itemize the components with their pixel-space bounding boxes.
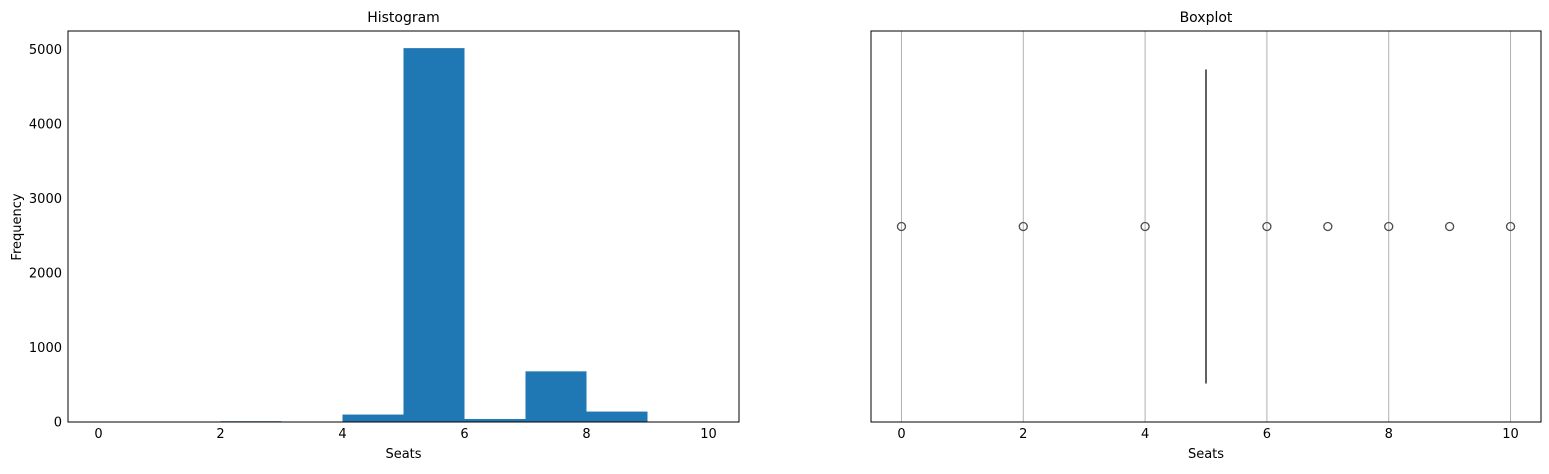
histogram-x-tick-label: 6	[460, 427, 468, 442]
histogram-x-ticks: 0 2 4 6 8 10	[94, 427, 716, 442]
boxplot-x-tick-label: 4	[1141, 427, 1149, 442]
histogram-x-tick-label: 2	[216, 427, 224, 442]
histogram-y-tick-label: 2000	[29, 267, 62, 282]
boxplot-panel: Boxplot 0 2 4 6 8 10 Seats	[871, 10, 1541, 462]
boxplot-outlier-point	[1446, 223, 1454, 231]
histogram-y-label: Frequency	[10, 193, 25, 260]
histogram-y-tick-label: 4000	[29, 118, 62, 133]
histogram-y-tick-label: 0	[54, 416, 62, 431]
histogram-x-tick-label: 4	[338, 427, 346, 442]
histogram-x-tick-label: 8	[582, 427, 590, 442]
boxplot-outlier-point	[1324, 223, 1332, 231]
boxplot-x-tick-label: 6	[1263, 427, 1271, 442]
histogram-bar	[404, 48, 465, 422]
histogram-bar	[343, 415, 404, 422]
histogram-title: Histogram	[367, 10, 440, 26]
histogram-bars	[99, 48, 709, 422]
boxplot-x-tick-label: 8	[1385, 427, 1393, 442]
boxplot-title: Boxplot	[1180, 10, 1233, 26]
histogram-x-tick-label: 10	[700, 427, 717, 442]
histogram-x-tick-label: 0	[94, 427, 102, 442]
histogram-y-tick-label: 3000	[29, 192, 62, 207]
histogram-bar	[526, 371, 587, 422]
boxplot-x-tick-label: 10	[1502, 427, 1519, 442]
boxplot-x-ticks: 0 2 4 6 8 10	[897, 427, 1519, 442]
histogram-y-ticks: 0 1000 2000 3000 4000 5000	[29, 43, 62, 430]
histogram-y-tick-label: 5000	[29, 43, 62, 58]
histogram-y-tick-label: 1000	[29, 341, 62, 356]
boxplot-x-tick-label: 0	[897, 427, 905, 442]
boxplot-x-tick-label: 2	[1019, 427, 1027, 442]
histogram-bar	[587, 412, 648, 422]
histogram-x-label: Seats	[385, 447, 421, 462]
boxplot-x-label: Seats	[1188, 447, 1224, 462]
